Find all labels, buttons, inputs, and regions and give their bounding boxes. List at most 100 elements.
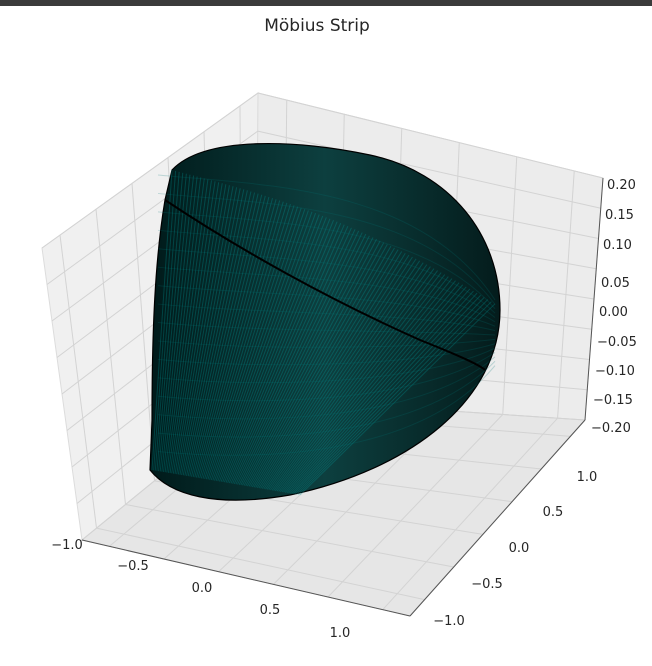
surface-mesh-line — [157, 248, 496, 318]
surface-mesh-line — [260, 254, 410, 489]
back-grid-line — [257, 130, 601, 209]
surface-mesh-line — [251, 245, 392, 488]
floor-grid-line — [96, 527, 425, 601]
surface-mesh-line — [237, 230, 360, 485]
surface-mesh-line — [167, 179, 209, 473]
surface-mesh-line — [276, 274, 446, 492]
surface-mesh-line — [197, 198, 273, 478]
surface-mesh-line — [179, 186, 234, 475]
surface-mesh-line — [274, 272, 442, 492]
x-tick-label: 0.5 — [260, 603, 281, 618]
y-tick-label: −0.5 — [471, 577, 503, 592]
surface-mesh-line — [253, 247, 395, 488]
surface-mesh-line — [217, 213, 317, 482]
surface-mesh-line — [299, 303, 496, 496]
surface-mesh-line — [241, 235, 370, 486]
surface-mesh-line — [202, 201, 284, 479]
surface-mesh-line — [157, 174, 496, 301]
y-tick-label: 1.0 — [577, 470, 598, 485]
surface-mesh-line — [271, 268, 435, 491]
surface-mesh-line — [266, 262, 424, 490]
surface-mesh-line — [157, 356, 496, 420]
surface-mesh-line — [268, 264, 428, 491]
surface-mesh-line — [161, 175, 195, 472]
surface-mesh-line — [157, 343, 496, 366]
surface-mesh-line — [169, 180, 212, 474]
surface-mesh-line — [190, 193, 259, 477]
surface-mesh-line — [164, 177, 202, 473]
surface-mesh-line — [200, 200, 281, 479]
surface-mesh-line — [246, 240, 381, 487]
axis-edges — [81, 177, 604, 617]
surface-mesh-line — [278, 276, 449, 492]
surface-mesh-line — [263, 258, 417, 490]
y-tick-label: 0.5 — [543, 505, 564, 520]
surface-mesh-line — [163, 176, 198, 473]
mobius-surface — [149, 142, 501, 501]
surface-mesh-line — [157, 365, 496, 456]
surface-mesh-line — [204, 202, 288, 480]
surface-mesh-line — [225, 220, 334, 483]
surface-mesh-line — [199, 199, 277, 479]
surface-mesh-line — [258, 253, 406, 489]
surface-mesh-line — [181, 187, 238, 476]
surface-mesh-line — [210, 207, 302, 481]
surface-mesh-line — [265, 260, 421, 490]
surface-mesh-line — [157, 338, 496, 348]
surface-mesh-line — [194, 195, 266, 478]
surface-mesh-line — [294, 297, 485, 495]
surface-mesh-line — [187, 191, 252, 477]
surface-mesh-line — [207, 205, 295, 480]
surface-mesh-line — [238, 232, 363, 485]
surface-mesh-line — [240, 233, 367, 486]
surface-mesh-line — [279, 278, 453, 492]
floor-grid-line — [382, 417, 558, 611]
surface-outline — [149, 142, 501, 501]
left-grid-line — [41, 92, 259, 249]
surface-mesh-line — [284, 284, 464, 493]
surface-mesh-line — [157, 266, 496, 323]
surface-mesh-line — [255, 249, 399, 488]
surface-mesh-line — [182, 188, 241, 476]
z-tick-label: 0.05 — [601, 276, 630, 291]
z-tick-label: −0.20 — [591, 421, 631, 436]
surface-mesh-line — [228, 223, 342, 484]
surface-mesh-line — [151, 169, 173, 471]
surface-mesh-line — [261, 256, 413, 489]
surface-mesh-line — [158, 173, 187, 472]
surface-fold-edge — [164, 199, 486, 371]
surface-mesh-line — [233, 227, 352, 485]
surface-mesh-line — [156, 172, 184, 471]
surface-mesh-line — [157, 285, 496, 327]
surface-mesh-line — [205, 203, 291, 480]
surface-mesh-line — [192, 194, 263, 478]
surface-mesh-line — [157, 360, 496, 438]
y-tick-label: −1.0 — [433, 614, 465, 629]
surface-mesh-line — [157, 303, 496, 332]
surface-mesh-line — [153, 170, 177, 471]
surface-mesh-line — [243, 237, 374, 486]
surface-mesh-line — [286, 286, 467, 494]
z-tick-label: −0.05 — [597, 335, 637, 350]
window-top-bar — [0, 0, 652, 6]
surface-mesh-line — [222, 217, 327, 483]
z-tick-label: 0.15 — [605, 208, 634, 223]
surface-mesh-line — [157, 229, 496, 314]
surface-mesh-line — [209, 206, 299, 480]
z-axis-line — [584, 177, 604, 421]
surface-mesh-line — [214, 210, 309, 481]
surface-mesh-line — [171, 181, 216, 474]
surface-mesh-line — [227, 221, 338, 483]
back-grid-line — [257, 92, 604, 179]
surface-mesh-line — [248, 242, 385, 487]
x-tick-label: −1.0 — [51, 538, 83, 553]
surface-mesh-line — [189, 192, 256, 477]
y-tick-label: 0.0 — [509, 541, 530, 556]
surface-mesh-line — [288, 288, 471, 494]
surface-mesh-line — [232, 226, 349, 484]
surface-mesh-line — [218, 214, 320, 482]
surface-mesh-line — [250, 244, 388, 487]
surface-mesh-line — [177, 185, 230, 475]
x-tick-label: −0.5 — [117, 559, 149, 574]
